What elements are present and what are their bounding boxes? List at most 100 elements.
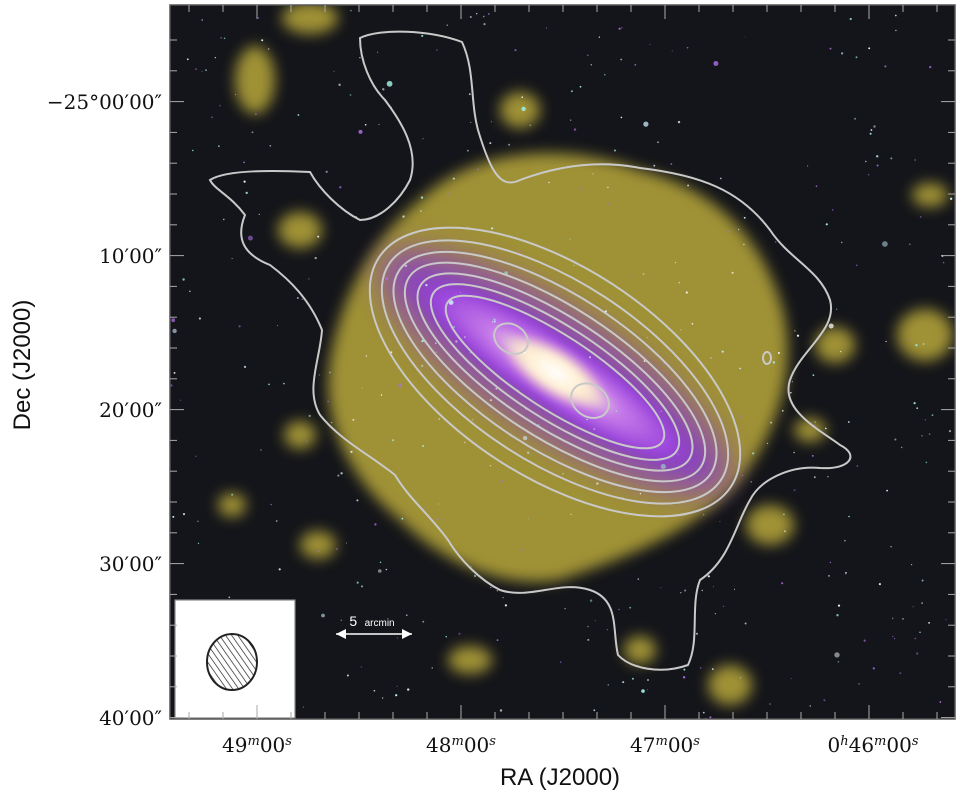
star bbox=[646, 336, 648, 338]
star bbox=[562, 472, 564, 475]
star bbox=[469, 16, 472, 18]
star bbox=[710, 357, 712, 359]
star bbox=[377, 51, 379, 53]
y-tick-label: 30′00″ bbox=[99, 552, 162, 576]
star bbox=[483, 23, 486, 26]
star bbox=[890, 157, 893, 160]
star bbox=[231, 493, 234, 496]
star bbox=[793, 451, 795, 454]
star bbox=[593, 709, 596, 712]
star bbox=[831, 209, 834, 211]
star bbox=[570, 90, 573, 93]
star bbox=[278, 568, 281, 571]
star bbox=[489, 142, 492, 145]
star bbox=[182, 278, 185, 281]
star bbox=[622, 681, 625, 684]
star bbox=[809, 705, 811, 707]
star bbox=[318, 374, 320, 376]
star bbox=[632, 275, 634, 278]
star bbox=[521, 106, 526, 112]
star bbox=[490, 586, 492, 589]
star bbox=[703, 514, 705, 516]
star bbox=[899, 672, 902, 674]
star bbox=[255, 113, 257, 115]
star bbox=[589, 599, 593, 602]
star bbox=[587, 625, 589, 628]
star bbox=[223, 37, 226, 40]
star bbox=[872, 667, 875, 670]
star bbox=[245, 191, 248, 195]
star bbox=[593, 428, 595, 430]
star bbox=[396, 637, 399, 639]
star bbox=[878, 583, 882, 586]
star bbox=[251, 131, 254, 134]
star bbox=[739, 367, 742, 370]
star bbox=[538, 424, 540, 426]
x-axis-title: RA (J2000) bbox=[500, 764, 620, 791]
star bbox=[260, 449, 262, 451]
star bbox=[502, 597, 504, 599]
star bbox=[378, 569, 382, 573]
y-tick-label: 20′00″ bbox=[99, 398, 162, 422]
star bbox=[728, 230, 730, 232]
beam-ellipse bbox=[206, 633, 258, 691]
star bbox=[406, 614, 408, 616]
star bbox=[529, 124, 531, 126]
star bbox=[349, 94, 352, 96]
star bbox=[356, 581, 359, 584]
star bbox=[172, 328, 177, 334]
star bbox=[825, 427, 827, 430]
star bbox=[643, 360, 646, 362]
star bbox=[431, 667, 433, 669]
star bbox=[228, 596, 231, 599]
star bbox=[828, 575, 830, 577]
star bbox=[573, 128, 577, 131]
star bbox=[564, 607, 566, 610]
star bbox=[721, 350, 724, 353]
star bbox=[336, 548, 338, 550]
star bbox=[921, 602, 923, 604]
star bbox=[205, 69, 207, 71]
star bbox=[385, 277, 388, 280]
star bbox=[358, 129, 363, 134]
star bbox=[518, 250, 521, 253]
star bbox=[422, 507, 425, 509]
star bbox=[929, 65, 932, 69]
star bbox=[942, 261, 945, 264]
star bbox=[261, 39, 264, 42]
star bbox=[448, 300, 454, 305]
star bbox=[589, 356, 591, 359]
star bbox=[837, 604, 841, 607]
star bbox=[508, 143, 511, 146]
star bbox=[594, 620, 597, 622]
star bbox=[464, 336, 466, 338]
star bbox=[793, 489, 796, 492]
star bbox=[327, 400, 329, 403]
star bbox=[520, 548, 523, 551]
star bbox=[352, 418, 355, 421]
star bbox=[840, 351, 842, 353]
star bbox=[867, 173, 870, 176]
star bbox=[258, 213, 260, 215]
star bbox=[913, 402, 916, 405]
star bbox=[218, 145, 220, 148]
star bbox=[744, 36, 746, 38]
star bbox=[671, 50, 673, 52]
star bbox=[737, 228, 740, 231]
star bbox=[201, 70, 203, 72]
star bbox=[916, 407, 919, 410]
star bbox=[587, 638, 590, 641]
star bbox=[392, 439, 395, 442]
star bbox=[641, 689, 645, 693]
star bbox=[886, 489, 888, 492]
star bbox=[382, 697, 384, 699]
star bbox=[653, 164, 656, 167]
star bbox=[829, 47, 832, 50]
star bbox=[928, 622, 930, 624]
star bbox=[856, 264, 858, 267]
star bbox=[269, 145, 272, 147]
star bbox=[772, 361, 776, 364]
star bbox=[744, 622, 747, 625]
star bbox=[701, 589, 703, 592]
x-tick-label: 0h46m00s bbox=[827, 733, 918, 757]
